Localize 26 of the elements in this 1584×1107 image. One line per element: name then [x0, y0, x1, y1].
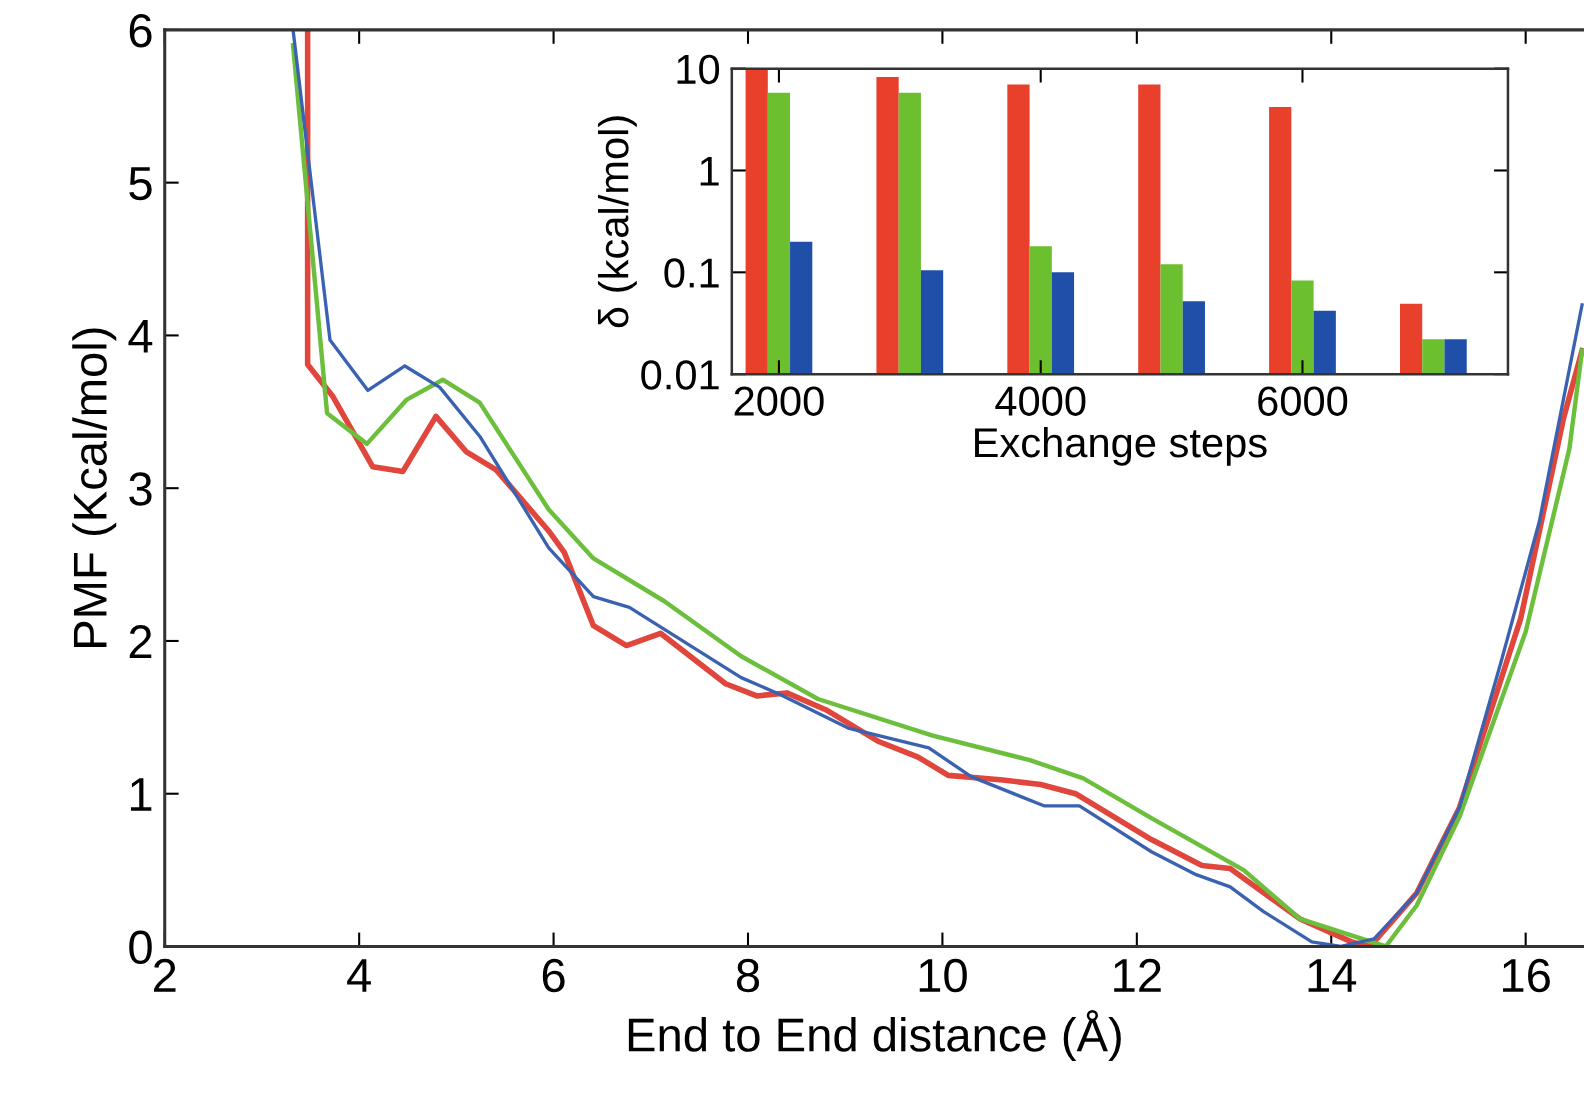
- x-axis-title: Exchange steps: [975, 426, 1267, 466]
- x-tick-label: 2000: [734, 386, 824, 416]
- x-tick-label: 4: [347, 959, 371, 992]
- y-tick-label: 1: [700, 156, 719, 186]
- x-tick-label: 14: [1308, 959, 1357, 992]
- y-tick-label: 0.1: [664, 258, 719, 288]
- y-tick-label: 5: [129, 167, 152, 201]
- y-tick-label: 6: [129, 14, 152, 48]
- y-tick-label: 0: [129, 930, 152, 965]
- x-tick-label: 12: [1114, 958, 1161, 992]
- y-tick-label: 4: [128, 320, 153, 353]
- y-tick-label: 0.01: [641, 360, 719, 390]
- x-tick-label: 10: [919, 958, 967, 993]
- x-tick-label: 16: [1503, 958, 1550, 993]
- x-axis-title: End to End distance (Å): [628, 1009, 1121, 1062]
- y-tick-label: 1: [130, 778, 152, 811]
- y-tick-label: 10: [677, 54, 720, 85]
- x-tick-label: 8: [736, 958, 760, 993]
- y-axis-title: δ (kcal/mol): [597, 116, 637, 328]
- x-tick-label: 2: [153, 958, 176, 992]
- x-tick-label: 4000: [995, 386, 1086, 416]
- y-axis-title: PMF (Kcal/mol): [72, 328, 117, 647]
- x-tick-label: 6: [542, 958, 565, 993]
- y-tick-label: 3: [129, 472, 152, 506]
- x-tick-label: 6000: [1258, 386, 1348, 416]
- y-tick-label: 2: [129, 625, 152, 659]
